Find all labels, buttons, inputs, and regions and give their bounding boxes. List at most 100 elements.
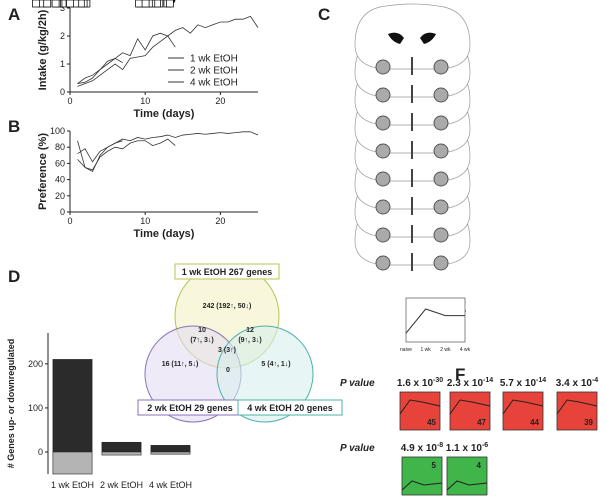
venn-region: 16 (11↑, 5↓) — [162, 361, 199, 368]
x-tick-label: 0 — [67, 96, 72, 106]
x-tick-label: 1 wk — [421, 347, 432, 353]
p-value: 1.1 x 10-6 — [446, 442, 488, 454]
marker — [141, 0, 150, 8]
y-axis-title: Preference (%) — [37, 133, 49, 210]
p-value-base: 1.6 x 10 — [397, 378, 434, 389]
p-value-exponent: -14 — [536, 377, 546, 384]
legend-label: 4 wk EtOH — [190, 78, 238, 89]
y-tick-label: 1 — [60, 59, 65, 69]
bar — [101, 441, 142, 453]
marker — [32, 0, 40, 8]
venn-region: 242 (192↑, 50↓) — [203, 303, 252, 310]
venn-set-label: 1 wk EtOH 267 genes — [182, 267, 273, 277]
legend-marker — [66, 0, 74, 8]
x-tick-label: 4 wk — [460, 347, 471, 353]
p-value-exponent: -30 — [433, 377, 443, 384]
injection-site — [375, 87, 391, 103]
series-line — [77, 138, 176, 171]
bar — [150, 445, 191, 453]
bar — [52, 451, 93, 475]
x-tick-label: 1 wk EtOH — [51, 480, 94, 490]
series-line — [77, 57, 123, 84]
x-tick-label: 10 — [140, 216, 150, 226]
y-tick-label: 0 — [60, 87, 65, 97]
injection-site — [433, 59, 449, 75]
series-line — [77, 131, 259, 163]
venn-region: (7↑, 3↓) — [190, 337, 213, 344]
x-tick-label: 20 — [215, 96, 225, 106]
gene-count: 5 — [432, 461, 437, 470]
pattern-tile — [502, 391, 544, 431]
venn-region: 10 — [198, 327, 206, 334]
injection-site — [375, 255, 391, 271]
p-value-base: 4.9 x 10 — [401, 443, 438, 454]
panel-label: D — [8, 267, 20, 286]
x-axis-title: Time (days) — [134, 228, 195, 240]
pattern-line — [449, 399, 491, 415]
p-value-exponent: -4 — [592, 377, 598, 384]
injection-site — [433, 255, 449, 271]
injection-site — [375, 143, 391, 159]
bar — [52, 359, 93, 453]
pattern-line — [401, 480, 443, 491]
venn-set-box — [174, 263, 280, 280]
series-line — [405, 308, 465, 334]
gene-count: 47 — [477, 418, 486, 427]
y-tick-label: 0 — [60, 207, 65, 217]
y-tick-label: 100 — [28, 403, 43, 413]
injection-site — [375, 59, 391, 75]
x-tick-label: 2 wk — [440, 347, 451, 353]
p-value: 5.7 x 10-14 — [500, 377, 546, 389]
p-value: 2.3 x 10-14 — [447, 377, 493, 389]
y-tick-label: 0 — [38, 447, 43, 457]
venn-region: 5 (4↑, 1↓) — [261, 361, 290, 368]
p-value-base: 5.7 x 10 — [500, 378, 537, 389]
legend-label: 2 wk EtOH — [190, 66, 238, 77]
x-tick-label: 4 wk EtOH — [149, 480, 192, 490]
p-value-label: P value — [340, 443, 375, 454]
ventricle — [388, 32, 436, 44]
p-value-base: 2.3 x 10 — [447, 378, 484, 389]
injection-site — [375, 115, 391, 131]
pattern-box — [405, 297, 466, 343]
series-line — [77, 35, 176, 87]
x-axis-title: Time (days) — [134, 108, 195, 120]
injection-site — [433, 199, 449, 215]
y-tick-label: 80 — [55, 142, 65, 152]
series-line — [77, 15, 259, 84]
panel-label: A — [8, 5, 20, 24]
venn-region: 3 (3↑) — [218, 347, 236, 354]
p-value: 1.6 x 10-30 — [397, 377, 443, 389]
pattern-tile — [556, 391, 598, 431]
venn-set-label: 2 wk EtOH 29 genes — [147, 403, 233, 413]
pattern-tile — [401, 456, 443, 496]
x-tick-label: 2 wk EtOH — [100, 480, 143, 490]
injection-site — [433, 87, 449, 103]
injection-site — [375, 227, 391, 243]
p-value-base: 1.1 x 10 — [446, 443, 483, 454]
p-value-exponent: -8 — [437, 442, 443, 449]
x-tick-label: 0 — [67, 216, 72, 226]
brain-sections — [354, 3, 471, 271]
pattern-line — [399, 399, 441, 415]
venn-set-box — [237, 399, 343, 416]
marker — [43, 0, 52, 8]
gene-count: 45 — [427, 418, 436, 427]
injection-site — [375, 171, 391, 187]
y-tick-label: 2 — [60, 31, 65, 41]
marker — [51, 0, 60, 8]
pattern-tile — [449, 391, 491, 431]
pattern-line — [502, 399, 544, 415]
p-value-exponent: -6 — [482, 442, 488, 449]
injection-site — [433, 143, 449, 159]
venn-region: 0 — [226, 367, 230, 374]
x-tick-label: 20 — [215, 216, 225, 226]
injection-site — [433, 171, 449, 187]
injection-site — [433, 227, 449, 243]
y-tick-label: 40 — [55, 175, 65, 185]
bar — [101, 451, 142, 456]
x-tick-label: 10 — [140, 96, 150, 106]
marker — [165, 0, 174, 8]
